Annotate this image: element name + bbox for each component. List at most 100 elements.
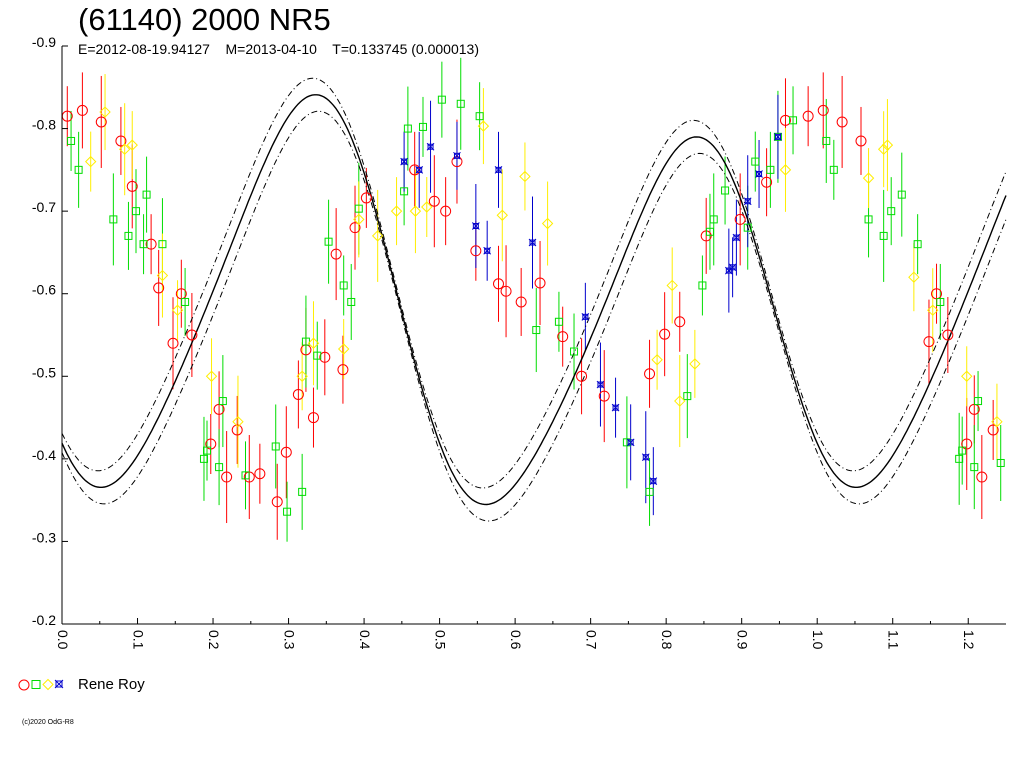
x-tick-label: 0.7 xyxy=(584,630,600,650)
data-point xyxy=(991,415,1003,428)
data-point-box xyxy=(416,166,423,173)
data-point-cross xyxy=(641,453,650,462)
data-point xyxy=(649,477,658,486)
data-point xyxy=(339,281,348,290)
data-point xyxy=(421,201,433,213)
x-tick-label: 0.8 xyxy=(659,630,675,650)
data-point xyxy=(732,233,741,242)
data-point xyxy=(307,412,319,424)
data-point xyxy=(515,296,527,308)
data-point xyxy=(698,281,707,290)
data-point xyxy=(471,222,480,230)
data-point xyxy=(923,336,935,348)
data-point xyxy=(862,172,875,184)
data-point xyxy=(766,165,775,174)
data-point xyxy=(132,207,141,216)
data-point xyxy=(349,222,361,234)
data-point xyxy=(913,240,922,249)
data-point xyxy=(728,263,737,272)
legend-circle-marker xyxy=(18,679,30,691)
data-point xyxy=(400,187,409,196)
data-point xyxy=(855,135,867,147)
data-point-cross xyxy=(649,477,658,486)
data-point xyxy=(451,156,463,168)
data-point-box xyxy=(484,247,491,254)
data-point xyxy=(500,285,512,297)
data-point xyxy=(581,312,590,321)
data-point xyxy=(440,205,452,217)
data-point-box xyxy=(642,454,649,461)
data-point-box xyxy=(650,478,657,485)
data-point xyxy=(142,190,151,199)
data-point xyxy=(927,304,939,316)
data-point xyxy=(280,446,292,458)
data-point xyxy=(426,142,435,151)
data-point xyxy=(296,370,308,382)
data-point xyxy=(337,343,350,355)
data-point xyxy=(822,136,831,145)
data-point xyxy=(153,282,165,294)
data-point xyxy=(292,388,304,400)
data-point-cross xyxy=(774,132,782,141)
data-point xyxy=(683,392,692,401)
x-tick-label: 0.6 xyxy=(508,630,524,650)
data-point-cross xyxy=(494,166,503,174)
x-tick-label: 0.0 xyxy=(55,630,71,650)
data-point xyxy=(596,380,605,389)
legend-square-marker xyxy=(31,680,41,689)
data-point xyxy=(218,397,227,406)
data-point xyxy=(283,507,292,516)
axes: -0.9 -0.8 -0.7 -0.6 -0.5 -0.4 -0.3 -0.2 0.0 0.1 0.… xyxy=(32,34,1006,650)
data-point xyxy=(721,186,730,195)
data-point xyxy=(641,453,650,462)
data-point-box xyxy=(597,381,604,388)
data-point xyxy=(475,112,484,121)
data-point xyxy=(470,245,482,257)
data-point xyxy=(171,304,184,316)
data-point-cross xyxy=(415,166,424,174)
data-point xyxy=(611,403,620,412)
data-point xyxy=(202,446,211,455)
data-point-box xyxy=(733,234,740,241)
data-point xyxy=(864,215,873,224)
data-point xyxy=(337,364,349,376)
data-point xyxy=(124,231,133,240)
data-point xyxy=(215,463,224,472)
data-point xyxy=(483,246,492,255)
data-point-cross xyxy=(453,151,461,160)
data-point xyxy=(743,197,752,206)
data-point xyxy=(761,176,773,188)
data-point xyxy=(557,331,569,343)
data-point-cross xyxy=(732,233,741,242)
data-point xyxy=(139,240,148,249)
data-point xyxy=(437,95,446,104)
data-point xyxy=(181,297,190,306)
x-tick-label: 0.3 xyxy=(282,630,298,650)
data-point xyxy=(897,190,906,199)
data-point xyxy=(734,213,746,225)
data-point xyxy=(961,370,973,382)
data-point xyxy=(254,468,266,480)
error-bars xyxy=(66,57,1002,542)
data-point xyxy=(709,215,718,224)
data-point xyxy=(199,454,208,463)
fit-curves xyxy=(61,77,1007,522)
data-point-cross xyxy=(471,222,480,230)
data-point xyxy=(626,438,635,447)
x-tick-label: 0.5 xyxy=(433,630,449,650)
data-point xyxy=(666,279,678,292)
data-point xyxy=(958,446,967,455)
data-point-cross xyxy=(528,238,537,247)
data-point xyxy=(881,139,894,151)
data-point xyxy=(156,269,169,282)
data-point xyxy=(371,230,384,242)
data-point xyxy=(705,227,714,236)
data-point xyxy=(353,213,365,226)
data-point xyxy=(936,297,945,306)
data-point xyxy=(645,487,654,496)
data-point xyxy=(789,116,798,125)
data-point-box xyxy=(612,404,619,411)
data-point xyxy=(205,370,218,382)
data-point-box xyxy=(472,223,479,230)
